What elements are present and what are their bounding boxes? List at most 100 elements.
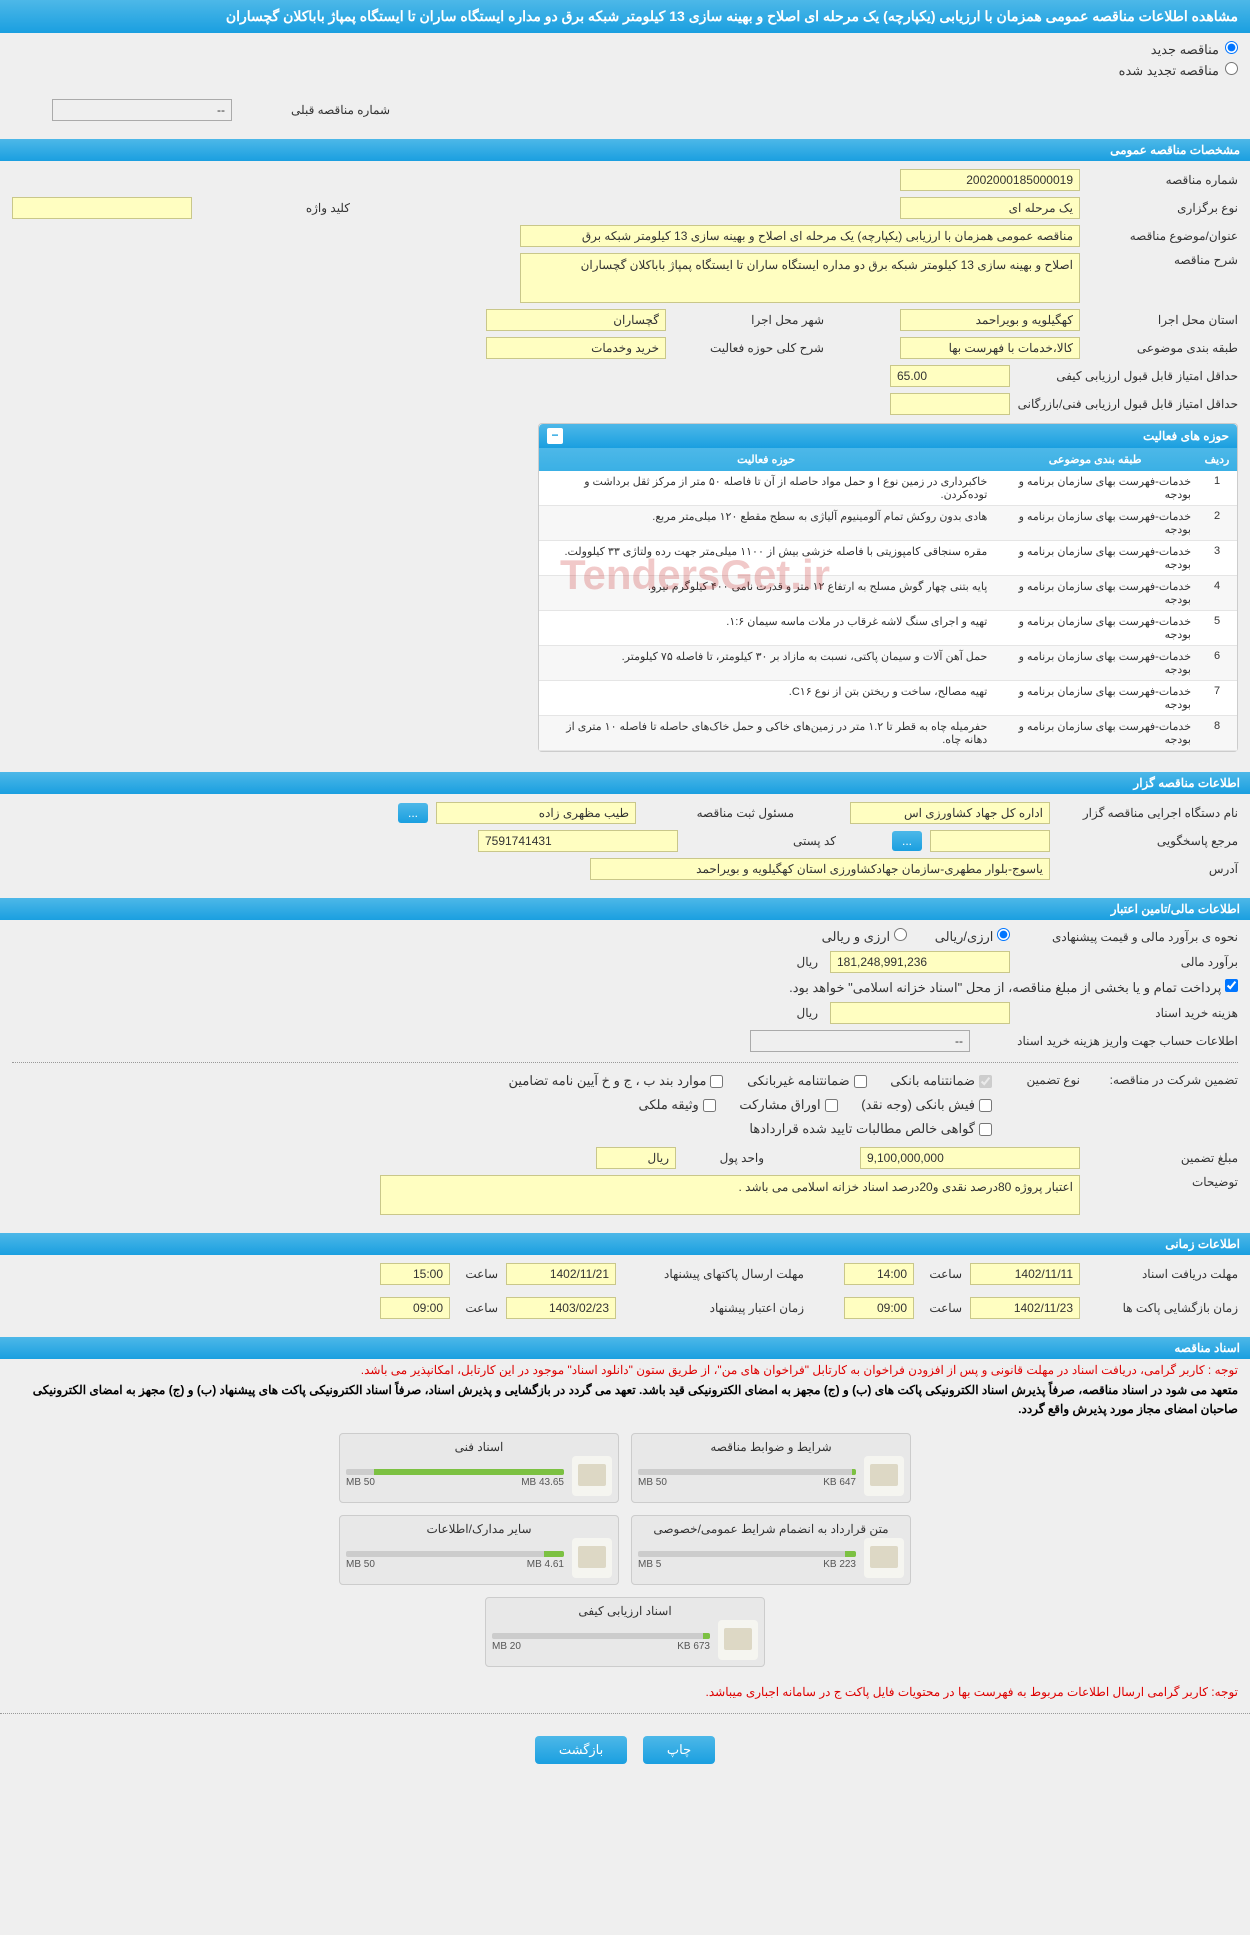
file-box[interactable]: متن قرارداد به انضمام شرایط عمومی/خصوصی 2… — [631, 1515, 911, 1585]
tech-score-label: حداقل امتیاز قابل قبول ارزیابی فنی/بازرگ… — [1018, 397, 1238, 411]
quality-score-label: حداقل امتیاز قابل قبول ارزیابی کیفی — [1018, 369, 1238, 383]
collapse-icon[interactable]: − — [547, 428, 563, 444]
radio-rial-label: ارزی/ریالی — [935, 929, 994, 944]
col-category: طبقه بندی موضوعی — [993, 448, 1197, 471]
file-used: 4.61 MB — [527, 1559, 564, 1570]
table-row: 6خدمات-فهرست بهای سازمان برنامه و بودجهح… — [539, 646, 1237, 681]
chk-receivables[interactable]: گواهی خالص مطالبات تایید شده قراردادها — [749, 1121, 992, 1137]
file-used: 223 KB — [823, 1559, 856, 1570]
province-select[interactable]: کهگیلویه و بویراحمد — [900, 309, 1080, 331]
divider — [12, 1062, 1238, 1063]
radio-renewed-label: مناقصه تجدید شده — [1119, 63, 1219, 78]
file-title: متن قرارداد به انضمام شرایط عمومی/خصوصی — [638, 1522, 904, 1536]
validity-label: زمان اعتبار پیشنهاد — [624, 1301, 804, 1315]
prev-tender-select[interactable]: -- — [52, 99, 232, 121]
print-button[interactable]: چاپ — [643, 1736, 715, 1764]
chk-nonbank[interactable]: ضمانتنامه غیربانکی — [747, 1073, 867, 1089]
file-title: سایر مدارک/اطلاعات — [346, 1522, 612, 1536]
guarantee-amount-field: 9,100,000,000 — [860, 1147, 1080, 1169]
file-total: 20 MB — [492, 1641, 521, 1652]
chk-cash-label: فیش بانکی (وجه نقد) — [861, 1097, 975, 1113]
divider-bottom — [0, 1713, 1250, 1714]
file-total: 50 MB — [346, 1559, 375, 1570]
back-button[interactable]: بازگشت — [535, 1736, 627, 1764]
address-field: یاسوج-بلوار مطهری-سازمان جهادکشاورزی است… — [590, 858, 1050, 880]
radio-rial[interactable]: ارزی/ریالی — [935, 928, 1010, 945]
section-general: مشخصات مناقصه عمومی — [0, 139, 1250, 161]
chk-property-label: وثیقه ملکی — [639, 1097, 699, 1113]
activity-desc-field: خرید وخدمات — [486, 337, 666, 359]
category-field: کالا،خدمات با فهرست بها — [900, 337, 1080, 359]
file-total: 5 MB — [638, 1559, 661, 1570]
unit-field: ریال — [596, 1147, 676, 1169]
postal-label: کد پستی — [686, 834, 836, 848]
chk-nonbank-label: ضمانتنامه غیربانکی — [747, 1073, 850, 1089]
quality-score-field: 65.00 — [890, 365, 1010, 387]
responder-lookup-button[interactable]: ... — [892, 831, 922, 851]
responder-field[interactable] — [930, 830, 1050, 852]
doc-receive-time: 14:00 — [844, 1263, 914, 1285]
chk-bonds[interactable]: اوراق مشارکت — [739, 1097, 837, 1113]
doc-fee-field[interactable] — [830, 1002, 1010, 1024]
desc-field: اصلاح و بهینه سازی 13 کیلومتر شبکه برق د… — [520, 253, 1080, 303]
chk-bonds-label: اوراق مشارکت — [739, 1097, 820, 1113]
chk-items[interactable]: موارد بند ب ، ج و خ آیین نامه تضامین — [509, 1073, 724, 1089]
chk-bank-label: ضمانتنامه بانکی — [890, 1073, 975, 1089]
account-select[interactable]: -- — [750, 1030, 970, 1052]
col-rownum: ردیف — [1197, 448, 1237, 471]
progress-bar — [346, 1551, 564, 1557]
doc-receive-label: مهلت دریافت اسناد — [1088, 1267, 1238, 1281]
file-title: شرایط و ضوابط مناقصه — [638, 1440, 904, 1454]
file-title: اسناد ارزیابی کیفی — [492, 1604, 758, 1618]
file-used: 647 KB — [823, 1477, 856, 1488]
city-label: شهر محل اجرا — [674, 313, 824, 327]
activity-panel-title: حوزه های فعالیت — [1143, 429, 1229, 443]
title-label: عنوان/موضوع مناقصه — [1088, 229, 1238, 243]
bid-send-time: 15:00 — [380, 1263, 450, 1285]
chk-property[interactable]: وثیقه ملکی — [639, 1097, 716, 1113]
type-select[interactable]: یک مرحله ای — [900, 197, 1080, 219]
radio-new-label: مناقصه جدید — [1151, 42, 1219, 57]
radio-new-tender[interactable]: مناقصه جدید — [12, 41, 1238, 58]
city-select[interactable]: گچساران — [486, 309, 666, 331]
folder-icon — [718, 1620, 758, 1660]
chk-bank[interactable]: ضمانتنامه بانکی — [890, 1073, 992, 1089]
chk-items-label: موارد بند ب ، ج و خ آیین نامه تضامین — [509, 1073, 707, 1089]
radio-foreign[interactable]: ارزی و ریالی — [822, 928, 907, 945]
docs-note-3: توجه: کاربر گرامی ارسال اطلاعات مربوط به… — [0, 1681, 1250, 1703]
table-row: 8خدمات-فهرست بهای سازمان برنامه و بودجهح… — [539, 716, 1237, 751]
radio-renewed-tender[interactable]: مناقصه تجدید شده — [12, 62, 1238, 79]
open-date: 1402/11/23 — [970, 1297, 1080, 1319]
agency-label: نام دستگاه اجرایی مناقصه گزار — [1058, 806, 1238, 820]
registrar-field: طیب مظهری زاده — [436, 802, 636, 824]
file-box[interactable]: سایر مدارک/اطلاعات 4.61 MB 50 MB — [339, 1515, 619, 1585]
file-box[interactable]: اسناد فنی43.65 MB50 MB — [339, 1433, 619, 1503]
registrar-lookup-button[interactable]: ... — [398, 803, 428, 823]
tech-score-field — [890, 393, 1010, 415]
progress-bar — [346, 1469, 564, 1475]
keyword-field[interactable] — [12, 197, 192, 219]
prev-tender-label: شماره مناقصه قبلی — [240, 103, 390, 117]
folder-icon — [572, 1538, 612, 1578]
file-total: 50 MB — [638, 1477, 667, 1488]
section-organizer: اطلاعات مناقصه گزار — [0, 772, 1250, 794]
payment-checkbox[interactable]: پرداخت تمام و یا بخشی از مبلغ مناقصه، از… — [789, 979, 1238, 996]
folder-icon — [572, 1456, 612, 1496]
postal-field: 7591741431 — [478, 830, 678, 852]
file-box[interactable]: شرایط و ضوابط مناقصه 647 KB 50 MB — [631, 1433, 911, 1503]
guarantee-amount-label: مبلغ تضمین — [1088, 1151, 1238, 1165]
bid-send-label: مهلت ارسال پاکتهای پیشنهاد — [624, 1267, 804, 1281]
tender-no-field: 2002000185000019 — [900, 169, 1080, 191]
progress-bar — [638, 1469, 856, 1475]
title-field: مناقصه عمومی همزمان با ارزیابی (یکپارچه)… — [520, 225, 1080, 247]
chk-cash[interactable]: فیش بانکی (وجه نقد) — [861, 1097, 992, 1113]
time-label-1: ساعت — [922, 1267, 962, 1281]
section-docs: اسناد مناقصه — [0, 1337, 1250, 1359]
file-title: اسناد فنی — [346, 1440, 612, 1454]
file-box[interactable]: اسناد ارزیابی کیفی673 KB20 MB — [485, 1597, 765, 1667]
files-container: شرایط و ضوابط مناقصه 647 KB 50 MB اسناد فنی… — [0, 1419, 1250, 1681]
account-label: اطلاعات حساب جهت واریز هزینه خرید اسناد — [978, 1034, 1238, 1048]
tender-no-label: شماره مناقصه — [1088, 173, 1238, 187]
guarantee-label: تضمین شرکت در مناقصه: — [1088, 1073, 1238, 1087]
validity-date: 1403/02/23 — [506, 1297, 616, 1319]
